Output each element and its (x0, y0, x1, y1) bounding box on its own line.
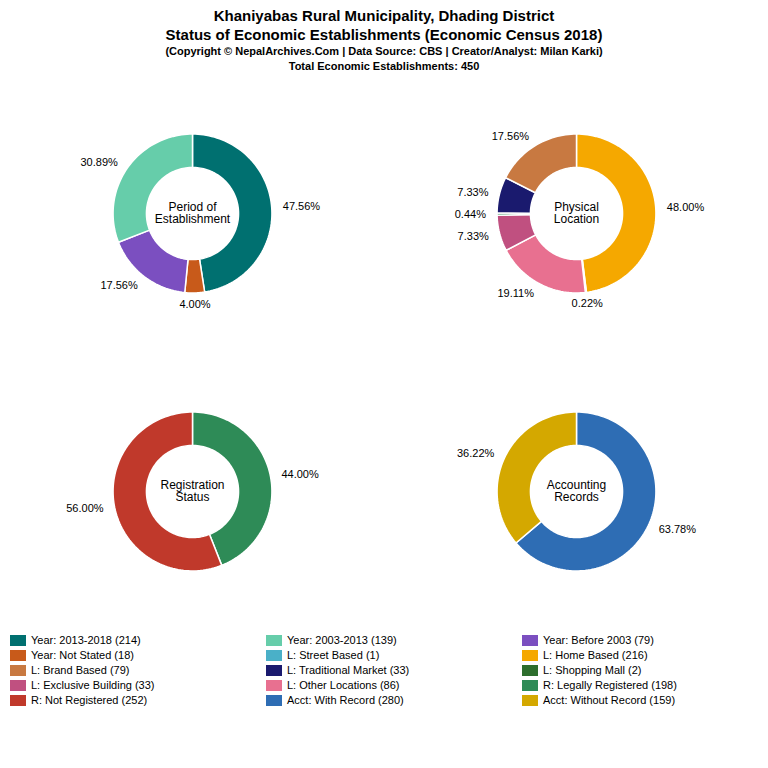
html-text:L: Home Based (216): L: Home Based (216) (543, 649, 648, 661)
svg-text:RegistrationStatus: RegistrationStatus (160, 478, 224, 504)
html-text:L: Street Based (1): L: Street Based (1) (287, 649, 380, 661)
html-text:Status of Economic Establishme: Status of Economic Establishments (Econo… (165, 26, 603, 43)
html-text:Year: Not Stated (18): Year: Not Stated (18) (31, 649, 134, 661)
svg-text:30.89%: 30.89% (80, 156, 118, 168)
svg-text:17.56%: 17.56% (100, 279, 138, 291)
svg-text:36.22%: 36.22% (457, 447, 495, 459)
svg-text:47.56%: 47.56% (283, 200, 321, 212)
html-text:Total Economic Establishments:: Total Economic Establishments: 450 (288, 60, 480, 72)
svg-text:0.22%: 0.22% (572, 297, 603, 309)
html-text:R: Legally Registered (198): R: Legally Registered (198) (543, 679, 677, 691)
html-text:R: Not Registered (252): R: Not Registered (252) (31, 694, 148, 706)
html-text:Year: Before 2003 (79): Year: Before 2003 (79) (543, 634, 654, 646)
html-text:Year: 2003-2013 (139): Year: 2003-2013 (139) (287, 634, 397, 646)
html-text:L: Brand Based (79): L: Brand Based (79) (31, 664, 130, 676)
svg-text:63.78%: 63.78% (659, 523, 697, 535)
svg-text:Period ofEstablishment: Period ofEstablishment (155, 200, 231, 226)
html-text:(Copyright © NepalArchives.Com: (Copyright © NepalArchives.Com | Data So… (165, 45, 603, 57)
svg-text:AccountingRecords: AccountingRecords (547, 478, 606, 504)
html-text:L: Traditional Market (33): L: Traditional Market (33) (287, 664, 410, 676)
html-text:Acct: Without Record (159): Acct: Without Record (159) (543, 694, 676, 706)
svg-text:7.33%: 7.33% (457, 186, 488, 198)
svg-text:48.00%: 48.00% (667, 201, 705, 213)
html-text:Acct: With Record (280): Acct: With Record (280) (287, 694, 404, 706)
html-text:Year: 2013-2018 (214): Year: 2013-2018 (214) (31, 634, 141, 646)
html-text:Khaniyabas Rural Municipality,: Khaniyabas Rural Municipality, Dhading D… (213, 7, 555, 24)
html-text:L: Other Locations (86): L: Other Locations (86) (287, 679, 400, 691)
svg-text:4.00%: 4.00% (179, 298, 210, 310)
svg-text:17.56%: 17.56% (492, 130, 530, 142)
svg-text:19.11%: 19.11% (497, 287, 534, 299)
svg-text:0.44%: 0.44% (455, 208, 486, 220)
svg-text:PhysicalLocation: PhysicalLocation (554, 200, 599, 226)
svg-text:44.00%: 44.00% (281, 468, 319, 480)
html-text:L: Shopping Mall (2): L: Shopping Mall (2) (543, 664, 642, 676)
svg-text:7.33%: 7.33% (458, 230, 489, 242)
svg-text:56.00%: 56.00% (66, 502, 104, 514)
html-text:L: Exclusive Building (33): L: Exclusive Building (33) (31, 679, 155, 691)
